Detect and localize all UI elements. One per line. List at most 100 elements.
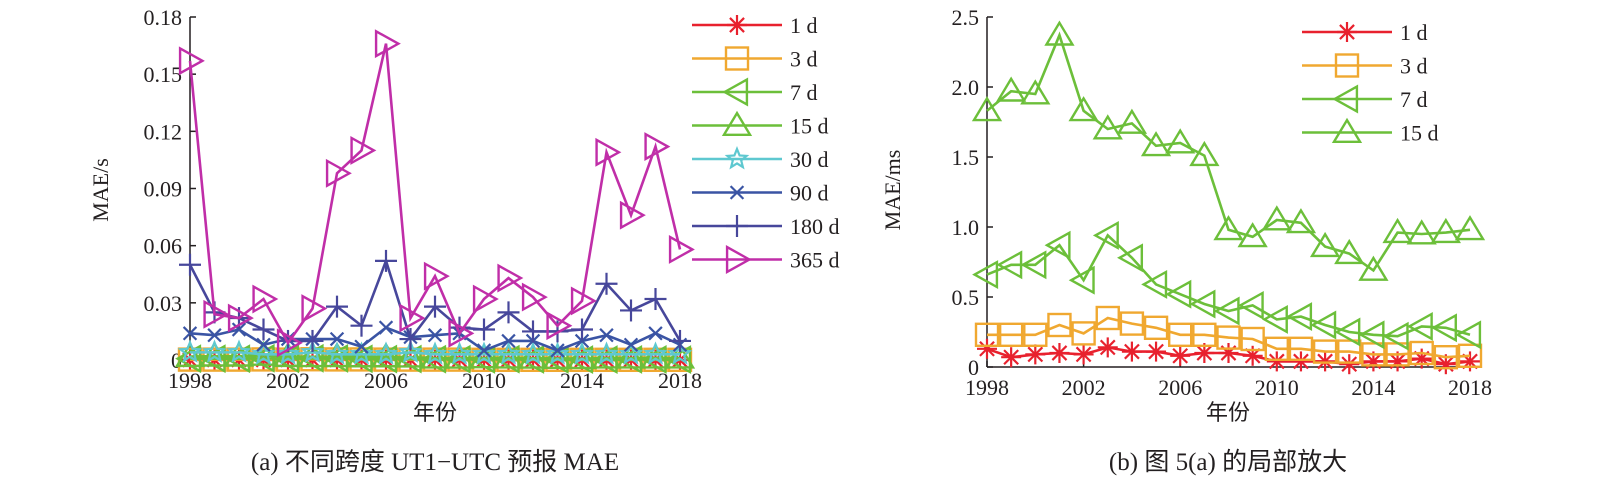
x-tick-label: 2014 — [1351, 375, 1395, 400]
data-point — [1409, 340, 1434, 366]
y-tick-label: 2.5 — [952, 5, 980, 30]
data-point — [667, 341, 693, 365]
data-point — [1141, 269, 1168, 299]
chart-a-xlabel: 年份 — [413, 400, 457, 425]
data-point — [251, 341, 276, 365]
series-line — [190, 351, 680, 356]
data-point — [476, 343, 492, 358]
y-tick-label: 0 — [171, 348, 182, 373]
y-tick-label: 1.5 — [952, 145, 980, 170]
data-point — [329, 331, 345, 347]
legend-label: 15 d — [1400, 121, 1439, 146]
legend-marker — [726, 215, 748, 237]
legend-marker — [724, 146, 750, 170]
data-point — [1382, 321, 1409, 351]
data-point — [1457, 343, 1483, 368]
series-30d — [177, 339, 693, 365]
series-line — [986, 233, 1471, 338]
data-point — [1116, 108, 1148, 134]
data-point — [1334, 317, 1361, 347]
data-point — [226, 339, 252, 363]
data-point — [471, 341, 497, 365]
data-point — [1454, 215, 1486, 241]
data-point — [1237, 222, 1268, 248]
data-point — [1092, 114, 1123, 140]
data-point — [1460, 351, 1480, 372]
legend-item: 180 d — [692, 214, 840, 239]
legend-label: 15 d — [790, 114, 829, 139]
data-point — [1242, 345, 1263, 366]
data-point — [447, 341, 472, 365]
data-point — [374, 29, 401, 59]
legend-marker — [727, 15, 747, 35]
data-point — [643, 341, 668, 365]
data-point — [297, 342, 328, 368]
data-point — [1433, 345, 1459, 370]
data-point — [1189, 289, 1216, 319]
data-point — [301, 329, 324, 352]
data-point — [1240, 326, 1265, 352]
data-point — [644, 132, 671, 162]
data-point — [569, 341, 595, 365]
data-point — [669, 329, 691, 352]
data-point — [375, 249, 397, 272]
legend-item: 15 d — [1302, 117, 1439, 146]
data-point — [570, 286, 597, 316]
legend-label: 180 d — [790, 214, 840, 239]
data-point — [599, 328, 614, 343]
data-point — [521, 282, 548, 312]
chart-a-ylabel: MAE/s — [88, 158, 113, 222]
chart-b-xlabel: 年份 — [1206, 400, 1250, 425]
data-point — [373, 341, 399, 365]
data-point — [179, 253, 201, 276]
data-point — [301, 294, 328, 323]
data-point — [1071, 321, 1096, 346]
legend-label: 365 d — [790, 248, 840, 273]
data-point — [640, 343, 671, 369]
data-point — [1170, 345, 1191, 366]
data-point — [424, 295, 446, 318]
legend-label: 30 d — [790, 147, 829, 172]
data-point — [542, 343, 573, 369]
series-15d — [971, 20, 1486, 281]
data-point — [644, 288, 667, 311]
legend-marker — [1334, 53, 1360, 78]
data-point — [231, 322, 247, 337]
data-point — [1097, 337, 1118, 358]
data-point — [1165, 128, 1196, 154]
data-point — [1337, 339, 1362, 364]
data-point — [1213, 215, 1244, 241]
series-90d — [182, 320, 688, 358]
y-tick-label: 0.06 — [144, 234, 183, 259]
data-point — [223, 341, 255, 367]
data-point — [664, 343, 696, 369]
legend-marker — [725, 245, 752, 274]
legend-item: 1 d — [1302, 20, 1428, 45]
legend-item: 365 d — [692, 245, 840, 274]
legend-item: 7 d — [1302, 84, 1428, 114]
data-point — [276, 328, 303, 358]
data-point — [550, 343, 565, 358]
legend-marker — [1337, 22, 1357, 42]
data-point — [1334, 238, 1365, 265]
data-point — [427, 328, 443, 343]
series-line — [987, 316, 1471, 359]
legend-item: 1 d — [692, 13, 818, 38]
legend-marker — [721, 110, 753, 137]
data-point — [1165, 279, 1192, 309]
data-point — [326, 295, 348, 318]
legend-label: 1 d — [790, 13, 818, 38]
data-point — [566, 343, 598, 370]
legend-item: 3 d — [1302, 53, 1428, 79]
data-point — [668, 235, 695, 264]
series-365d — [178, 29, 695, 358]
series-line — [986, 31, 1471, 273]
data-point — [620, 299, 642, 322]
data-point — [1073, 344, 1094, 365]
data-point — [1430, 217, 1461, 244]
data-point — [571, 318, 593, 341]
legend-marker — [729, 185, 745, 200]
data-point — [1121, 341, 1142, 362]
data-point — [199, 341, 230, 367]
